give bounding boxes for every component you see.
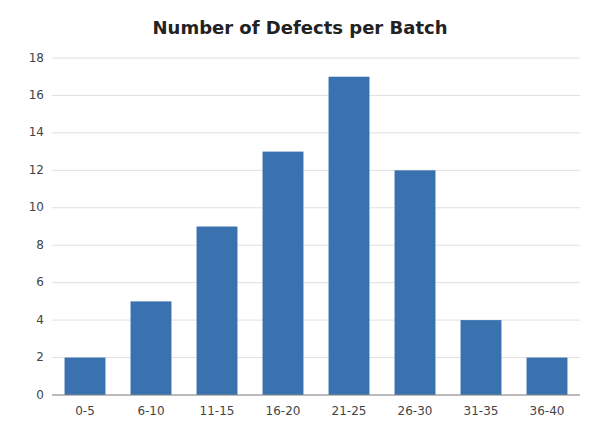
grid-line [52,58,580,59]
y-tick-label: 16 [29,88,44,102]
y-tick-label: 6 [36,275,44,289]
bar [65,358,106,395]
bar [329,77,370,395]
y-tick-label: 0 [36,388,44,402]
bar [131,301,172,395]
x-tick-label: 0-5 [75,404,95,418]
x-tick-label: 21-25 [332,404,367,418]
bars [65,77,568,395]
grid-line [52,282,580,283]
y-tick-label: 10 [29,200,44,214]
grid-line [52,95,580,96]
x-tick-label: 31-35 [464,404,499,418]
y-tick-label: 18 [29,51,44,65]
grid-line [52,395,580,396]
bar [527,358,568,395]
x-tick-label: 36-40 [530,404,565,418]
bar [461,320,502,395]
x-tick-label: 16-20 [266,404,301,418]
y-tick-label: 12 [29,163,44,177]
bar [197,227,238,396]
y-axis: 0 2 4 6 8 10 12 14 16 18 [29,51,44,402]
x-axis: 0-5 6-10 11-15 16-20 21-25 26-30 31-35 36-40 [52,395,580,418]
x-tick-label: 26-30 [398,404,433,418]
bar [263,152,304,395]
chart-svg: Number of Defects per Batch 0 2 4 6 8 10 12 14 16… [0,0,600,441]
x-tick-label: 6-10 [137,404,164,418]
grid-line [52,245,580,246]
bar [395,170,436,395]
y-tick-label: 4 [36,313,44,327]
y-tick-label: 2 [36,350,44,364]
chart-container: Number of Defects per Batch 0 2 4 6 8 10 12 14 16… [0,0,600,441]
y-tick-label: 8 [36,238,44,252]
grid [52,58,580,395]
x-axis-line [52,395,580,396]
grid-line [52,207,580,208]
x-tick-label: 11-15 [200,404,235,418]
grid-line [52,132,580,133]
grid-line [52,170,580,171]
y-tick-label: 14 [29,125,44,139]
title: Number of Defects per Batch [153,17,448,38]
